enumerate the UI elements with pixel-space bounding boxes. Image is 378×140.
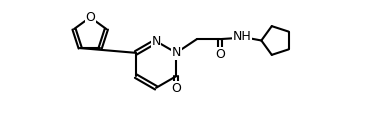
Text: O: O: [85, 11, 95, 24]
Text: O: O: [171, 82, 181, 95]
Text: O: O: [215, 48, 225, 61]
Text: NH: NH: [233, 30, 251, 43]
Text: N: N: [151, 35, 161, 48]
Text: N: N: [172, 46, 181, 59]
